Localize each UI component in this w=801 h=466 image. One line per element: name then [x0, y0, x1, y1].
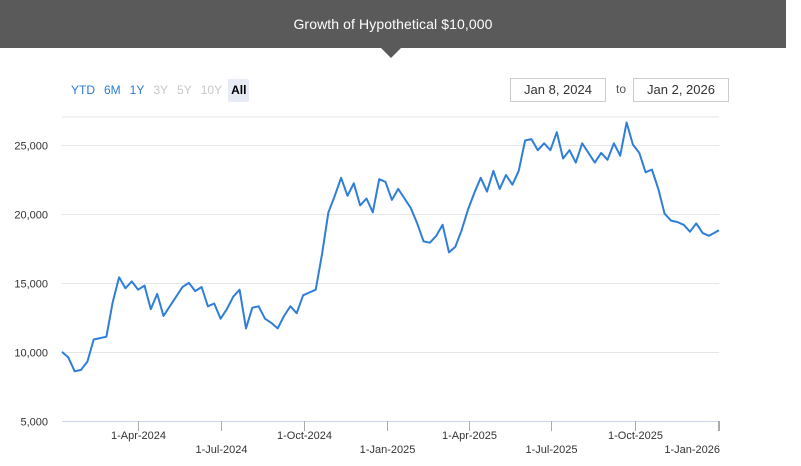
x-tick-label: 1-Jan-2026 [664, 444, 720, 456]
chart-title: Growth of Hypothetical $10,000 [293, 16, 493, 32]
series-layer [61, 121, 720, 373]
y-tick-label: 20,000 [14, 210, 48, 222]
to-label: to [616, 82, 627, 96]
header-caret-icon [381, 48, 401, 58]
x-tick-label: 1-Oct-2025 [608, 430, 663, 442]
x-tick-label: 1-Jul-2024 [196, 444, 248, 456]
x-tick-label: 1-Oct-2024 [277, 430, 332, 442]
y-tick-label: 15,000 [14, 279, 48, 291]
x-tick-label: 1-Apr-2025 [442, 430, 497, 442]
chart-header: Growth of Hypothetical $10,000 [0, 0, 786, 48]
y-tick-label: 5,000 [20, 417, 48, 429]
range-button-5y: 5Y [177, 83, 192, 97]
range-button-1y[interactable]: 1Y [129, 83, 145, 97]
range-button-ytd[interactable]: YTD [71, 83, 95, 97]
x-tick-label: 1-Jul-2025 [526, 444, 578, 456]
range-selector: YTD 6M 1Y 3Y 5Y 10Y All [68, 79, 250, 102]
range-button-10y: 10Y [200, 83, 223, 97]
y-tick-label: 10,000 [14, 348, 48, 360]
y-tick-label: 25,000 [14, 141, 48, 153]
range-button-6m[interactable]: 6M [104, 83, 121, 97]
from-date-input[interactable]: Jan 8, 2024 [510, 78, 606, 102]
to-date-input[interactable]: Jan 2, 2026 [633, 78, 729, 102]
range-button-all[interactable]: All [228, 79, 250, 102]
range-button-3y: 3Y [153, 83, 169, 97]
y-axis-ticks: 5,000 10,000 15,000 20,000 25,000 [14, 141, 48, 429]
x-tick-label: 1-Jan-2025 [360, 444, 416, 456]
series-line-0 [61, 121, 720, 373]
grid-layer [62, 116, 719, 353]
x-axis: 1-Apr-2024 1-Jul-2024 1-Oct-2024 1-Jan-2025… [62, 421, 720, 456]
x-tick-label: 1-Apr-2024 [111, 430, 166, 442]
